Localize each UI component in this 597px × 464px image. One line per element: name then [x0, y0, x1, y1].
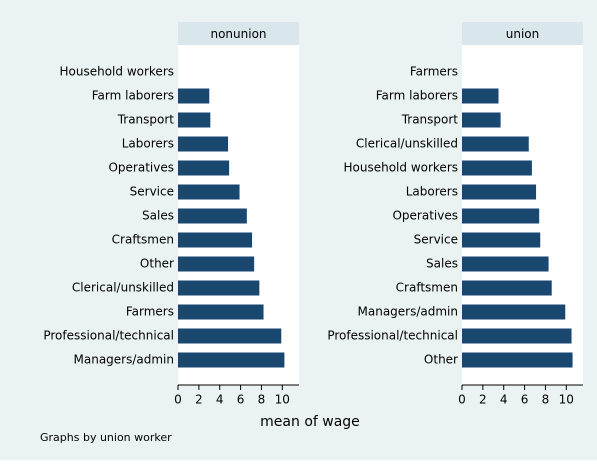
category-label: Household workers [60, 65, 175, 79]
bar [178, 88, 210, 104]
category-label: Farmers [410, 65, 458, 79]
bar [178, 184, 240, 200]
panel-title: union [506, 27, 540, 41]
bar [178, 328, 282, 344]
category-label: Craftsmen [112, 233, 174, 247]
category-label: Professional/technical [327, 329, 458, 343]
bar [178, 208, 247, 224]
note: Graphs by union worker [40, 431, 172, 444]
category-label: Professional/technical [43, 329, 174, 343]
panel-title: nonunion [210, 27, 266, 41]
x-tick-label: 0 [174, 393, 182, 407]
x-tick-label: 8 [258, 393, 266, 407]
category-label: Craftsmen [396, 281, 458, 295]
category-label: Laborers [122, 137, 174, 151]
bar [462, 184, 537, 200]
category-label: Clerical/unskilled [72, 281, 174, 295]
bar [462, 112, 501, 128]
bar [178, 136, 229, 152]
x-tick-label: 2 [195, 393, 203, 407]
x-tick-label: 6 [237, 393, 245, 407]
bar [178, 256, 255, 272]
bar [462, 208, 540, 224]
category-label: Laborers [406, 185, 458, 199]
x-axis-label: mean of wage [260, 414, 360, 430]
x-tick-label: 10 [275, 393, 290, 407]
bar [462, 304, 566, 320]
bar [462, 280, 552, 296]
bar [462, 88, 499, 104]
x-tick-label: 2 [479, 393, 487, 407]
category-label: Managers/admin [74, 353, 175, 367]
bar [178, 112, 211, 128]
x-tick-label: 8 [542, 393, 550, 407]
x-tick-label: 4 [216, 393, 224, 407]
bar [462, 160, 532, 176]
category-label: Other [140, 257, 174, 271]
bar [462, 352, 573, 368]
category-label: Farmers [126, 305, 174, 319]
category-label: Sales [426, 257, 458, 271]
x-tick-label: 10 [559, 393, 574, 407]
category-label: Transport [401, 113, 459, 127]
x-tick-label: 0 [458, 393, 466, 407]
bar [178, 280, 260, 296]
category-label: Managers/admin [358, 305, 459, 319]
panel-strip [462, 22, 583, 45]
bar [178, 160, 230, 176]
panel-strip [178, 22, 299, 45]
bar [178, 304, 264, 320]
category-label: Clerical/unskilled [356, 137, 458, 151]
bar [178, 352, 285, 368]
category-label: Farm laborers [376, 89, 458, 103]
bar [462, 232, 541, 248]
category-label: Farm laborers [92, 89, 174, 103]
x-tick-label: 4 [500, 393, 508, 407]
bar [462, 136, 529, 152]
x-tick-label: 6 [521, 393, 529, 407]
bar [462, 328, 572, 344]
category-label: Operatives [392, 209, 458, 223]
category-label: Other [424, 353, 458, 367]
category-label: Operatives [108, 161, 174, 175]
category-label: Service [414, 233, 458, 247]
category-label: Sales [142, 209, 174, 223]
bar [462, 256, 549, 272]
category-label: Transport [117, 113, 175, 127]
bar [178, 232, 253, 248]
category-label: Service [130, 185, 174, 199]
category-label: Household workers [344, 161, 459, 175]
